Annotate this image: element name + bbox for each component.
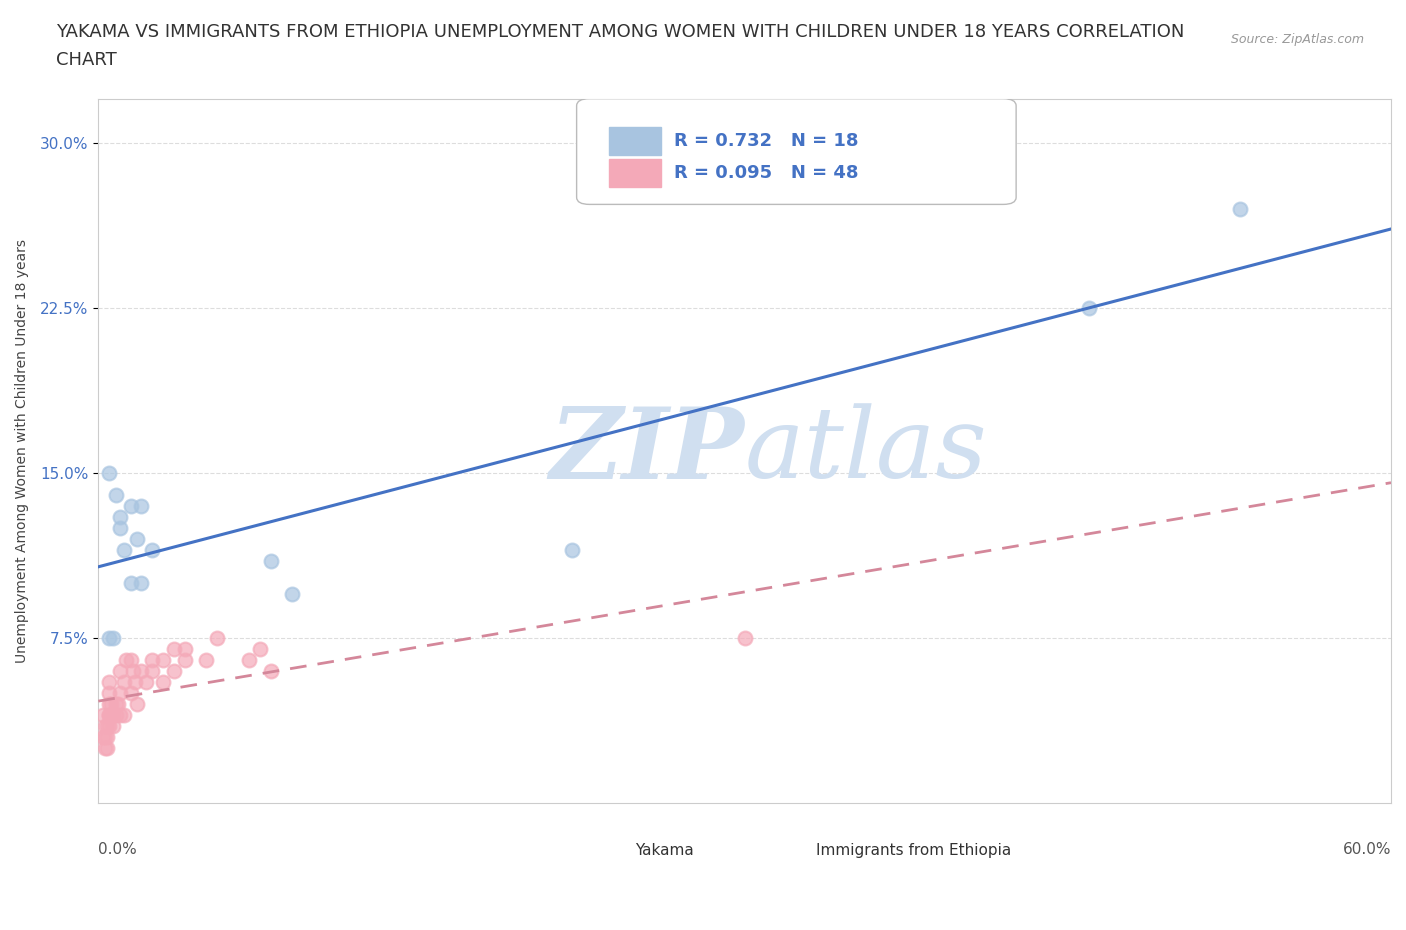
- Point: [124, 675, 146, 690]
- Point: [98, 708, 121, 723]
- Point: [104, 708, 127, 723]
- Point: [120, 576, 142, 591]
- Point: [98, 675, 121, 690]
- Point: [163, 664, 186, 679]
- Text: atlas: atlas: [745, 404, 987, 498]
- Point: [98, 466, 121, 481]
- Point: [108, 664, 131, 679]
- Point: [91, 708, 114, 723]
- Point: [131, 664, 153, 679]
- Point: [195, 653, 218, 668]
- Bar: [770, 843, 810, 859]
- Point: [108, 510, 131, 525]
- Text: Source: ZipAtlas.com: Source: ZipAtlas.com: [1230, 33, 1364, 46]
- Point: [131, 576, 153, 591]
- Point: [163, 642, 186, 657]
- Point: [127, 697, 149, 711]
- Point: [96, 741, 118, 756]
- Bar: [609, 159, 661, 187]
- Point: [120, 498, 142, 513]
- Bar: [609, 126, 661, 155]
- Point: [103, 708, 125, 723]
- Text: 0.0%: 0.0%: [98, 843, 136, 857]
- Point: [108, 708, 131, 723]
- Text: 60.0%: 60.0%: [1343, 843, 1391, 857]
- Point: [281, 587, 304, 602]
- Text: R = 0.732   N = 18: R = 0.732 N = 18: [673, 132, 858, 150]
- Point: [94, 730, 117, 745]
- Point: [104, 487, 127, 502]
- Point: [1078, 300, 1101, 315]
- Point: [108, 685, 131, 700]
- Point: [127, 532, 149, 547]
- Point: [120, 653, 142, 668]
- Point: [103, 719, 125, 734]
- Bar: [589, 843, 628, 859]
- Point: [121, 664, 143, 679]
- Point: [260, 664, 283, 679]
- Text: YAKAMA VS IMMIGRANTS FROM ETHIOPIA UNEMPLOYMENT AMONG WOMEN WITH CHILDREN UNDER : YAKAMA VS IMMIGRANTS FROM ETHIOPIA UNEMP…: [56, 23, 1185, 41]
- Point: [141, 543, 163, 558]
- Point: [94, 719, 117, 734]
- Point: [131, 498, 153, 513]
- Point: [120, 685, 142, 700]
- Point: [98, 685, 121, 700]
- Point: [98, 697, 121, 711]
- Point: [100, 708, 122, 723]
- Point: [112, 675, 135, 690]
- Point: [173, 642, 195, 657]
- Point: [104, 697, 127, 711]
- Point: [260, 553, 283, 568]
- Point: [238, 653, 260, 668]
- Point: [107, 697, 129, 711]
- FancyBboxPatch shape: [576, 99, 1017, 205]
- Point: [734, 631, 756, 645]
- Y-axis label: Unemployment Among Women with Children Under 18 years: Unemployment Among Women with Children U…: [15, 239, 30, 663]
- Point: [141, 664, 163, 679]
- Point: [115, 653, 138, 668]
- Point: [98, 708, 121, 723]
- Point: [96, 730, 118, 745]
- Text: ZIP: ZIP: [550, 403, 745, 499]
- Point: [112, 543, 135, 558]
- Point: [249, 642, 271, 657]
- Point: [205, 631, 228, 645]
- Point: [112, 708, 135, 723]
- Point: [94, 741, 117, 756]
- Point: [91, 730, 114, 745]
- Point: [98, 631, 121, 645]
- Point: [173, 653, 195, 668]
- Point: [103, 631, 125, 645]
- Text: R = 0.095   N = 48: R = 0.095 N = 48: [673, 164, 858, 181]
- Point: [96, 719, 118, 734]
- Point: [135, 675, 157, 690]
- Point: [561, 543, 583, 558]
- Text: CHART: CHART: [56, 51, 117, 69]
- Point: [1229, 202, 1251, 217]
- Point: [141, 653, 163, 668]
- Point: [100, 697, 122, 711]
- Point: [98, 719, 121, 734]
- Point: [108, 521, 131, 536]
- Text: Yakama: Yakama: [634, 844, 693, 858]
- Point: [152, 675, 174, 690]
- Text: Immigrants from Ethiopia: Immigrants from Ethiopia: [815, 844, 1011, 858]
- Point: [152, 653, 174, 668]
